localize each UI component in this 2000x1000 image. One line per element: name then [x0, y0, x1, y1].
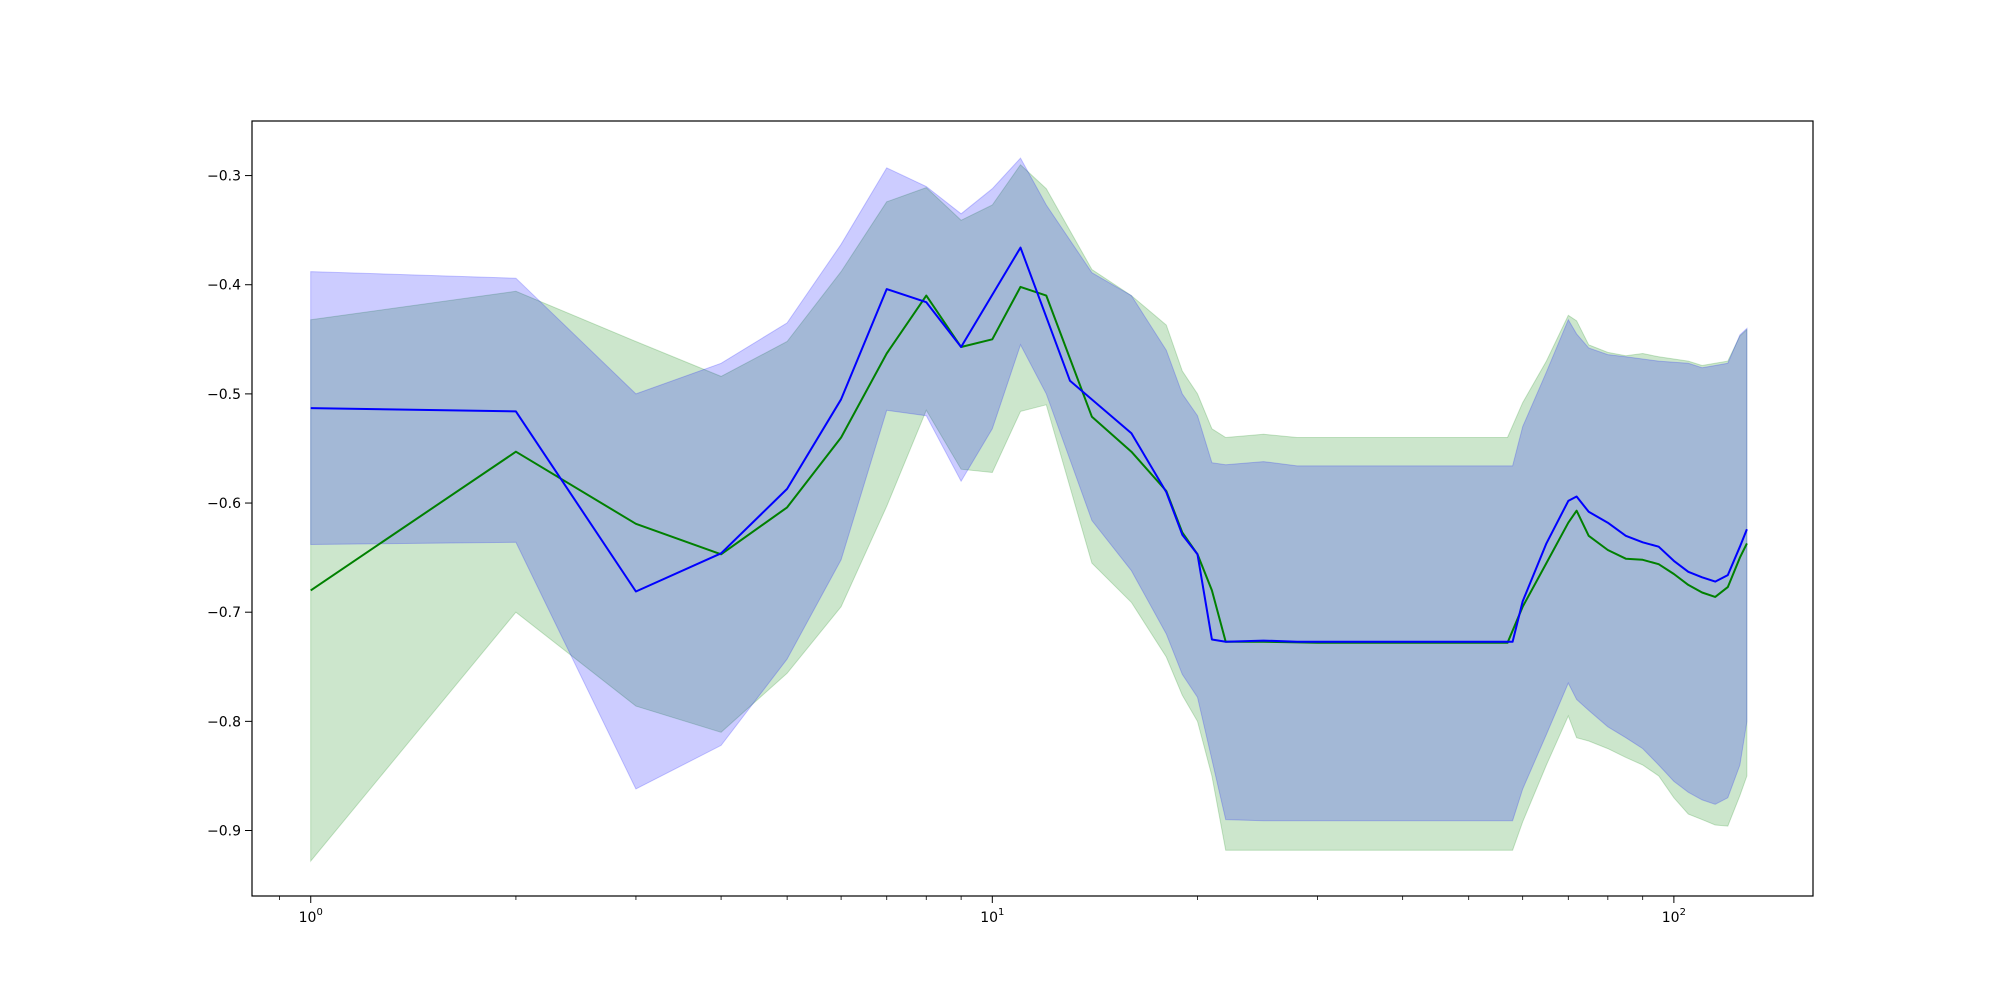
y-tick-label: −0.4 [207, 278, 241, 294]
y-tick-label: −0.9 [207, 824, 241, 840]
y-tick-label: −0.5 [207, 387, 241, 403]
confidence-bands [310, 157, 1748, 863]
y-tick-label: −0.6 [207, 496, 241, 512]
x-tick-label: 102 [1662, 907, 1686, 926]
series-2-band [310, 157, 1748, 822]
x-axis: 100 101 102 [279, 896, 1686, 926]
y-tick-label: −0.7 [207, 605, 241, 621]
x-tick-label: 101 [980, 907, 1004, 926]
series-1-band [310, 163, 1748, 863]
y-tick-label: −0.8 [207, 714, 241, 730]
x-tick-label: 100 [299, 907, 323, 926]
series-lines [310, 246, 1748, 644]
series-2-line [310, 246, 1748, 643]
y-tick-label: −0.3 [207, 169, 241, 185]
y-axis: −0.3 −0.4 −0.5 −0.6 −0.7 −0.8 −0.9 [207, 169, 252, 840]
plot-area-frame [251, 120, 1814, 897]
